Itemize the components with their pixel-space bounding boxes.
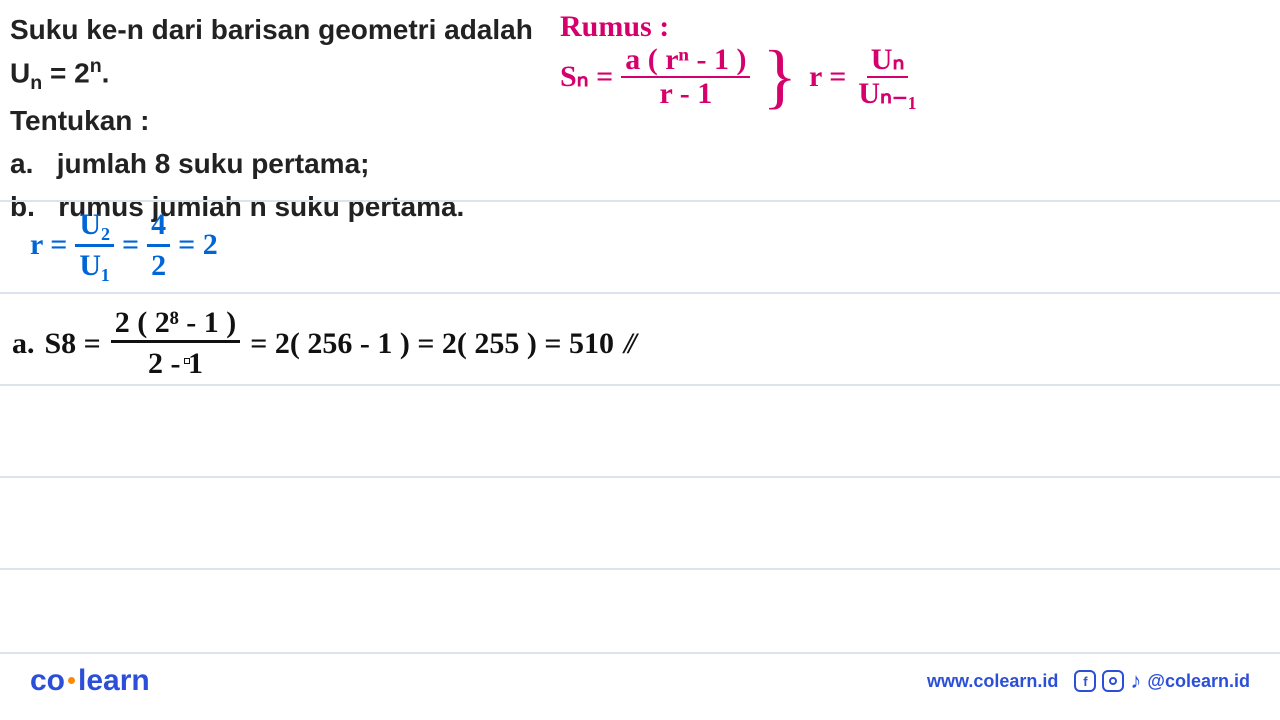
text: = 2: [42, 58, 89, 89]
website-url: www.colearn.id: [927, 671, 1058, 692]
fraction-bar: [75, 244, 114, 247]
s8-fraction: 2 ( 2⁸ - 1 ) 2 - 1: [111, 308, 240, 379]
formula-row: Sₙ = a ( rⁿ - 1 ) r - 1 } r = Uₙ Uₙ₋₁: [560, 44, 921, 109]
facebook-icon: f: [1074, 670, 1096, 692]
end-mark: //: [624, 327, 633, 361]
formula-annotation: Rumus : Sₙ = a ( rⁿ - 1 ) r - 1 } r = Uₙ…: [560, 10, 921, 109]
superscript: n: [90, 55, 102, 77]
numerator: a ( rⁿ - 1 ): [621, 44, 750, 78]
numerator: 4: [147, 210, 170, 240]
fraction-bar: [147, 244, 170, 247]
social-handle: @colearn.id: [1147, 671, 1250, 692]
denominator: 2: [147, 251, 170, 281]
problem-line-1: Suku ke-n dari barisan geometri adalah U…: [10, 8, 550, 99]
s8-expansion: = 2( 256 - 1 ) = 2( 255 ) = 510: [250, 327, 614, 361]
rule-line: [0, 652, 1280, 654]
sn-lhs: Sₙ =: [560, 59, 613, 94]
instagram-icon: [1102, 670, 1124, 692]
r-fraction: Uₙ Uₙ₋₁: [854, 44, 920, 109]
r-lhs: r =: [809, 60, 846, 94]
logo-dot-icon: [68, 677, 75, 684]
fraction-u: U₂ U₁: [75, 210, 114, 281]
work-part-a: a. S8 = 2 ( 2⁸ - 1 ) 2 - 1 = 2( 256 - 1 …: [12, 308, 633, 379]
rule-line: [0, 292, 1280, 294]
footer-right: www.colearn.id f ♪ @colearn.id: [927, 668, 1250, 694]
denominator: Uₙ₋₁: [854, 78, 920, 110]
fraction-num: 4 2: [147, 210, 170, 281]
small-square-mark: [184, 358, 190, 364]
rule-line: [0, 476, 1280, 478]
fb-letter: f: [1083, 674, 1087, 689]
rule-line: [0, 568, 1280, 570]
social-icons: f ♪ @colearn.id: [1074, 668, 1250, 694]
equals: =: [122, 228, 139, 262]
brand-logo: colearn: [30, 664, 150, 698]
numerator: Uₙ: [867, 44, 909, 78]
problem-line-2: Tentukan :: [10, 99, 550, 142]
problem-statement: Suku ke-n dari barisan geometri adalah U…: [10, 8, 550, 229]
tiktok-icon: ♪: [1130, 668, 1141, 694]
work-ratio: r = U₂ U₁ = 4 2 = 2: [30, 210, 218, 281]
denominator: U₁: [75, 251, 114, 281]
ig-inner: [1109, 677, 1117, 685]
item-text: jumlah 8 suku pertama;: [57, 148, 370, 179]
formula-title: Rumus :: [560, 10, 921, 44]
problem-item-a: a. jumlah 8 suku pertama;: [10, 142, 550, 185]
denominator: r - 1: [655, 78, 716, 110]
numerator: 2 ( 2⁸ - 1 ): [111, 308, 240, 343]
rule-line: [0, 384, 1280, 386]
s8-lhs: S8 =: [45, 327, 101, 361]
denominator: 2 - 1: [144, 343, 207, 379]
logo-part-b: learn: [78, 664, 150, 697]
text: .: [102, 58, 110, 89]
lhs: r =: [30, 228, 67, 262]
item-label: a.: [10, 148, 33, 179]
rule-line: [0, 200, 1280, 202]
part-label: a.: [12, 327, 35, 361]
brace-icon: }: [762, 48, 797, 106]
logo-part-a: co: [30, 664, 65, 697]
numerator: U₂: [75, 210, 114, 240]
footer: colearn www.colearn.id f ♪ @colearn.id: [0, 664, 1280, 698]
sn-fraction: a ( rⁿ - 1 ) r - 1: [621, 44, 750, 109]
subscript: n: [30, 72, 42, 94]
rhs: = 2: [178, 228, 218, 262]
